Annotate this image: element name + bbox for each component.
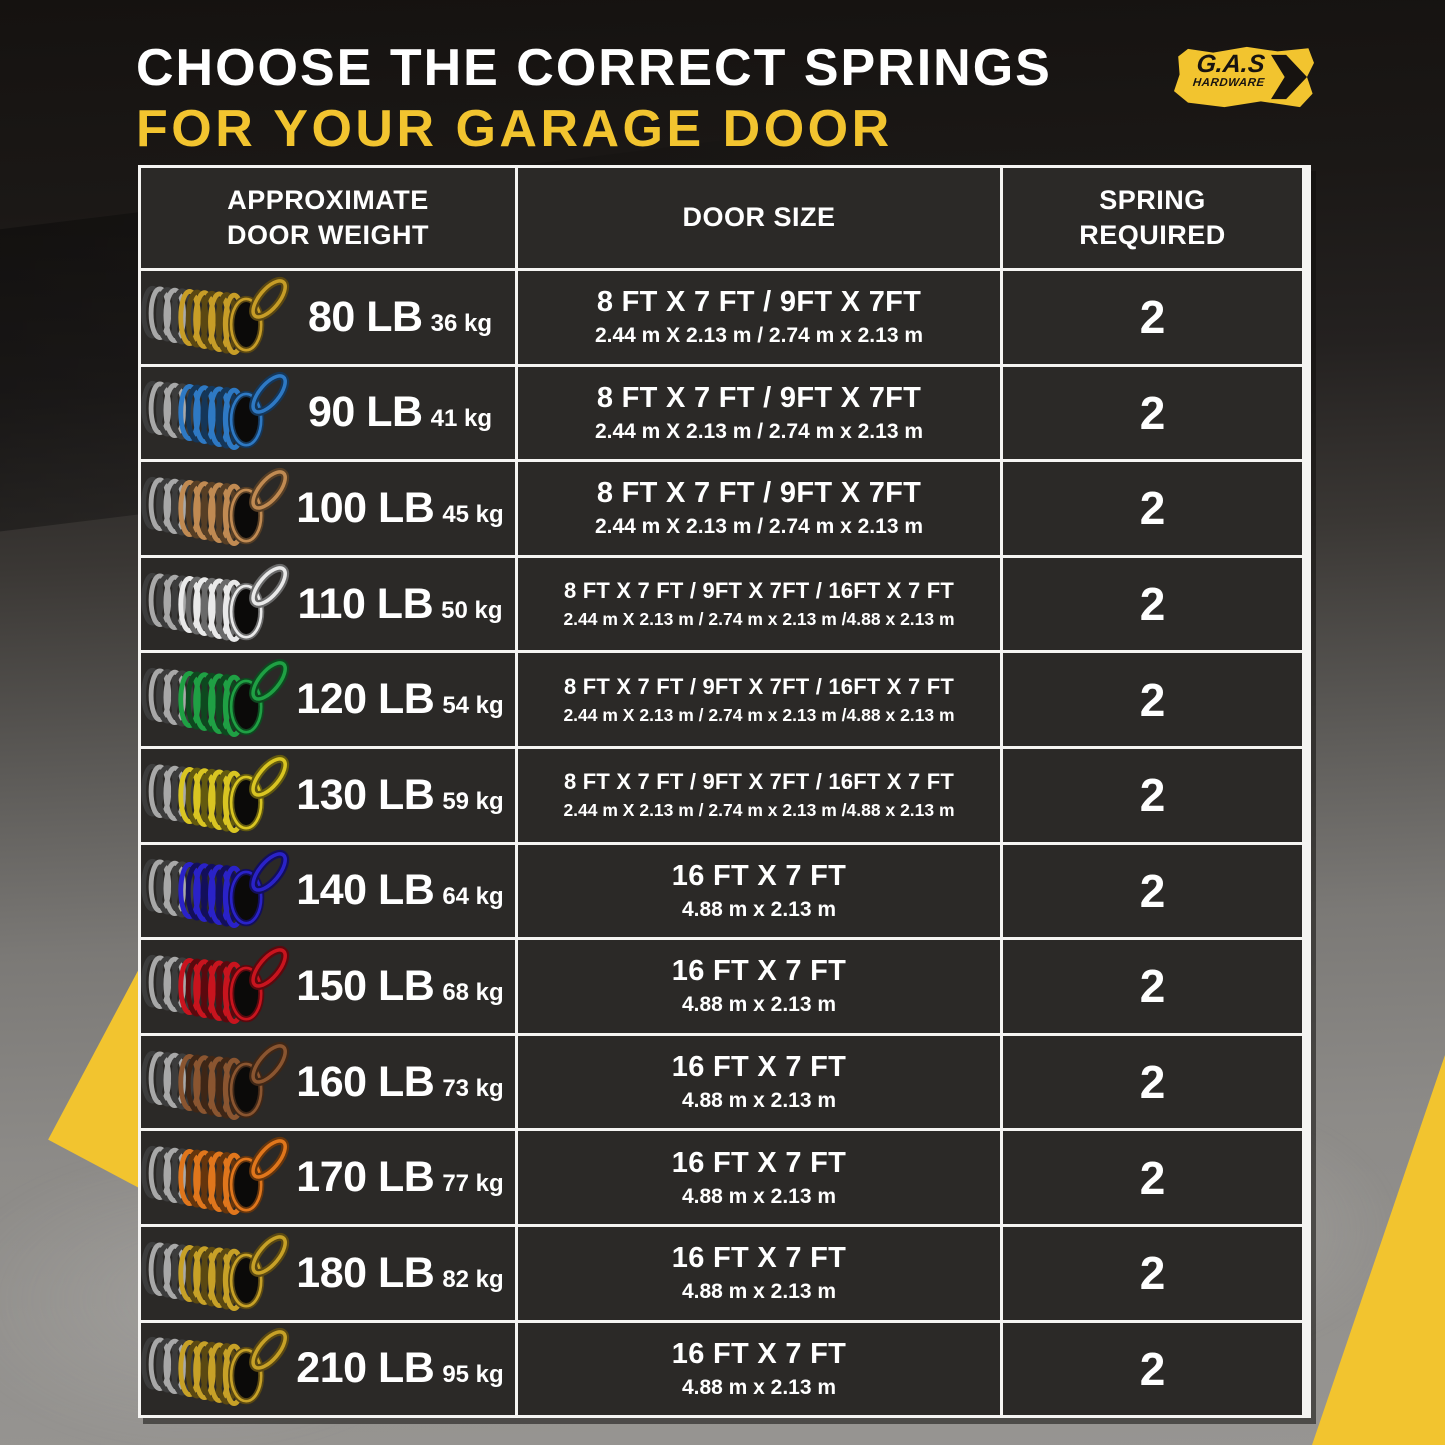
spring-image-yellow — [141, 749, 293, 842]
weight-kg: 64 kg — [442, 883, 504, 911]
title-line-1: CHOOSE THE CORRECT SPRINGS — [136, 39, 1052, 97]
weight-kg: 36 kg — [430, 309, 492, 337]
weight-lb: 170 LB — [296, 1153, 435, 1202]
spring-image-orange — [141, 1131, 293, 1224]
spring-required-cell: 2 — [1003, 748, 1302, 842]
weight-kg: 82 kg — [442, 1265, 504, 1293]
door-size-ft: 16 FT X 7 FT — [671, 1051, 847, 1084]
spring-required-cell: 2 — [1003, 557, 1302, 651]
springs-required-value: 2 — [1139, 960, 1166, 1013]
spring-required-cell: 2 — [1003, 1322, 1302, 1416]
door-size-m: 4.88 m x 2.13 m — [681, 1184, 837, 1208]
door-size-m: 2.44 m X 2.13 m / 2.74 m x 2.13 m — [594, 324, 924, 348]
weight-kg: 68 kg — [442, 978, 504, 1006]
spring-required-cell: 2 — [1003, 366, 1302, 460]
weight-lb: 100 LB — [296, 483, 435, 532]
title-line-2: FOR YOUR GARAGE DOOR — [136, 100, 893, 159]
spring-image-brown — [141, 1036, 293, 1129]
door-size-m: 4.88 m x 2.13 m — [681, 1089, 837, 1113]
door-size-m: 2.44 m X 2.13 m / 2.74 m x 2.13 m — [594, 419, 924, 443]
weight-lb: 140 LB — [296, 866, 435, 915]
spring-required-cell: 2 — [1003, 271, 1302, 364]
logo-sub-text: HARDWARE — [1192, 77, 1266, 89]
door-size-m: 4.88 m x 2.13 m — [681, 1280, 837, 1304]
gas-hardware-logo: G.A.S HARDWARE — [1174, 45, 1314, 109]
weight-lb: 90 LB — [308, 388, 423, 437]
door-size-ft: 16 FT X 7 FT — [671, 955, 847, 988]
door-size-ft: 16 FT X 7 FT — [671, 1337, 847, 1370]
springs-required-value: 2 — [1139, 769, 1166, 822]
weight-lb: 210 LB — [296, 1344, 435, 1393]
door-size-m: 2.44 m X 2.13 m / 2.74 m x 2.13 m — [594, 515, 924, 539]
weight-kg: 54 kg — [442, 692, 504, 720]
weight-lb: 130 LB — [296, 770, 435, 819]
spring-required-cell: 2 — [1003, 462, 1302, 555]
header-door-size: DOOR SIZE — [518, 168, 1000, 268]
door-size-m: 4.88 m x 2.13 m — [681, 897, 837, 921]
weight-lb: 110 LB — [297, 579, 434, 628]
weight-kg: 45 kg — [442, 500, 504, 528]
weight-kg: 59 kg — [442, 787, 504, 815]
door-size-ft: 8 FT X 7 FT / 9FT X 7FT — [596, 286, 922, 319]
weight-lb: 80 LB — [308, 292, 423, 341]
spring-image-gold — [141, 271, 293, 364]
spring-required-cell: 2 — [1003, 1131, 1302, 1224]
spring-required-cell: 2 — [1003, 653, 1302, 746]
page-title: CHOOSE THE CORRECT SPRINGS FOR YOUR GARA… — [136, 38, 1052, 161]
door-size-ft: 8 FT X 7 FT / 9FT X 7FT — [596, 477, 922, 510]
spring-required-cell: 2 — [1003, 844, 1302, 938]
weight-lb: 180 LB — [296, 1248, 435, 1297]
weight-kg: 50 kg — [441, 596, 503, 624]
spring-required-cell: 2 — [1003, 940, 1302, 1033]
door-size-m: 4.88 m x 2.13 m — [681, 993, 837, 1017]
spring-required-cell: 2 — [1003, 1226, 1302, 1320]
spring-image-gold — [141, 1227, 293, 1320]
spring-image-red — [141, 940, 293, 1033]
logo-brand-text: G.A.S — [1195, 50, 1267, 78]
springs-required-value: 2 — [1139, 1247, 1166, 1300]
springs-required-value: 2 — [1139, 386, 1166, 439]
header-spring-required: SPRING REQUIRED — [1003, 168, 1302, 268]
door-size-ft: 16 FT X 7 FT — [671, 1242, 847, 1275]
springs-required-value: 2 — [1139, 1151, 1166, 1204]
door-size-ft: 16 FT X 7 FT — [671, 859, 847, 892]
door-size-ft: 16 FT X 7 FT — [671, 1146, 847, 1179]
door-size-ft: 8 FT X 7 FT / 9FT X 7FT / 16FT X 7 FT — [563, 769, 954, 795]
spring-image-blue — [141, 367, 293, 460]
spring-required-cell: 2 — [1003, 1035, 1302, 1129]
spring-image-gold — [141, 1323, 293, 1416]
spring-image-tan — [141, 462, 293, 555]
weight-kg: 77 kg — [442, 1170, 504, 1198]
weight-kg: 95 kg — [442, 1361, 504, 1389]
weight-kg: 73 kg — [442, 1074, 504, 1102]
weight-lb: 160 LB — [296, 1057, 435, 1106]
weight-kg: 41 kg — [430, 405, 492, 433]
door-size-ft: 8 FT X 7 FT / 9FT X 7FT / 16FT X 7 FT — [563, 673, 954, 699]
springs-required-value: 2 — [1139, 673, 1166, 726]
spring-image-green — [141, 653, 293, 746]
springs-required-value: 2 — [1139, 578, 1166, 631]
door-size-m: 2.44 m X 2.13 m / 2.74 m x 2.13 m /4.88 … — [563, 800, 955, 821]
door-size-m: 2.44 m X 2.13 m / 2.74 m x 2.13 m /4.88 … — [563, 704, 955, 725]
door-size-ft: 8 FT X 7 FT / 9FT X 7FT / 16FT X 7 FT — [563, 578, 954, 604]
springs-required-value: 2 — [1139, 1056, 1166, 1109]
header-door-weight: APPROXIMATE DOOR WEIGHT — [141, 168, 515, 268]
spring-image-navy-blue — [141, 845, 293, 938]
spring-selection-table: APPROXIMATE DOOR WEIGHT DOOR SIZE SPRING… — [138, 165, 1311, 1419]
springs-required-value: 2 — [1139, 1342, 1166, 1395]
springs-required-value: 2 — [1139, 864, 1166, 917]
weight-lb: 150 LB — [296, 961, 435, 1010]
weight-lb: 120 LB — [296, 675, 435, 724]
door-size-m: 4.88 m x 2.13 m — [681, 1375, 837, 1399]
door-size-ft: 8 FT X 7 FT / 9FT X 7FT — [596, 381, 922, 414]
springs-required-value: 2 — [1139, 291, 1166, 344]
door-size-m: 2.44 m X 2.13 m / 2.74 m x 2.13 m /4.88 … — [563, 609, 955, 630]
springs-required-value: 2 — [1139, 482, 1166, 535]
spring-image-white — [141, 558, 293, 651]
